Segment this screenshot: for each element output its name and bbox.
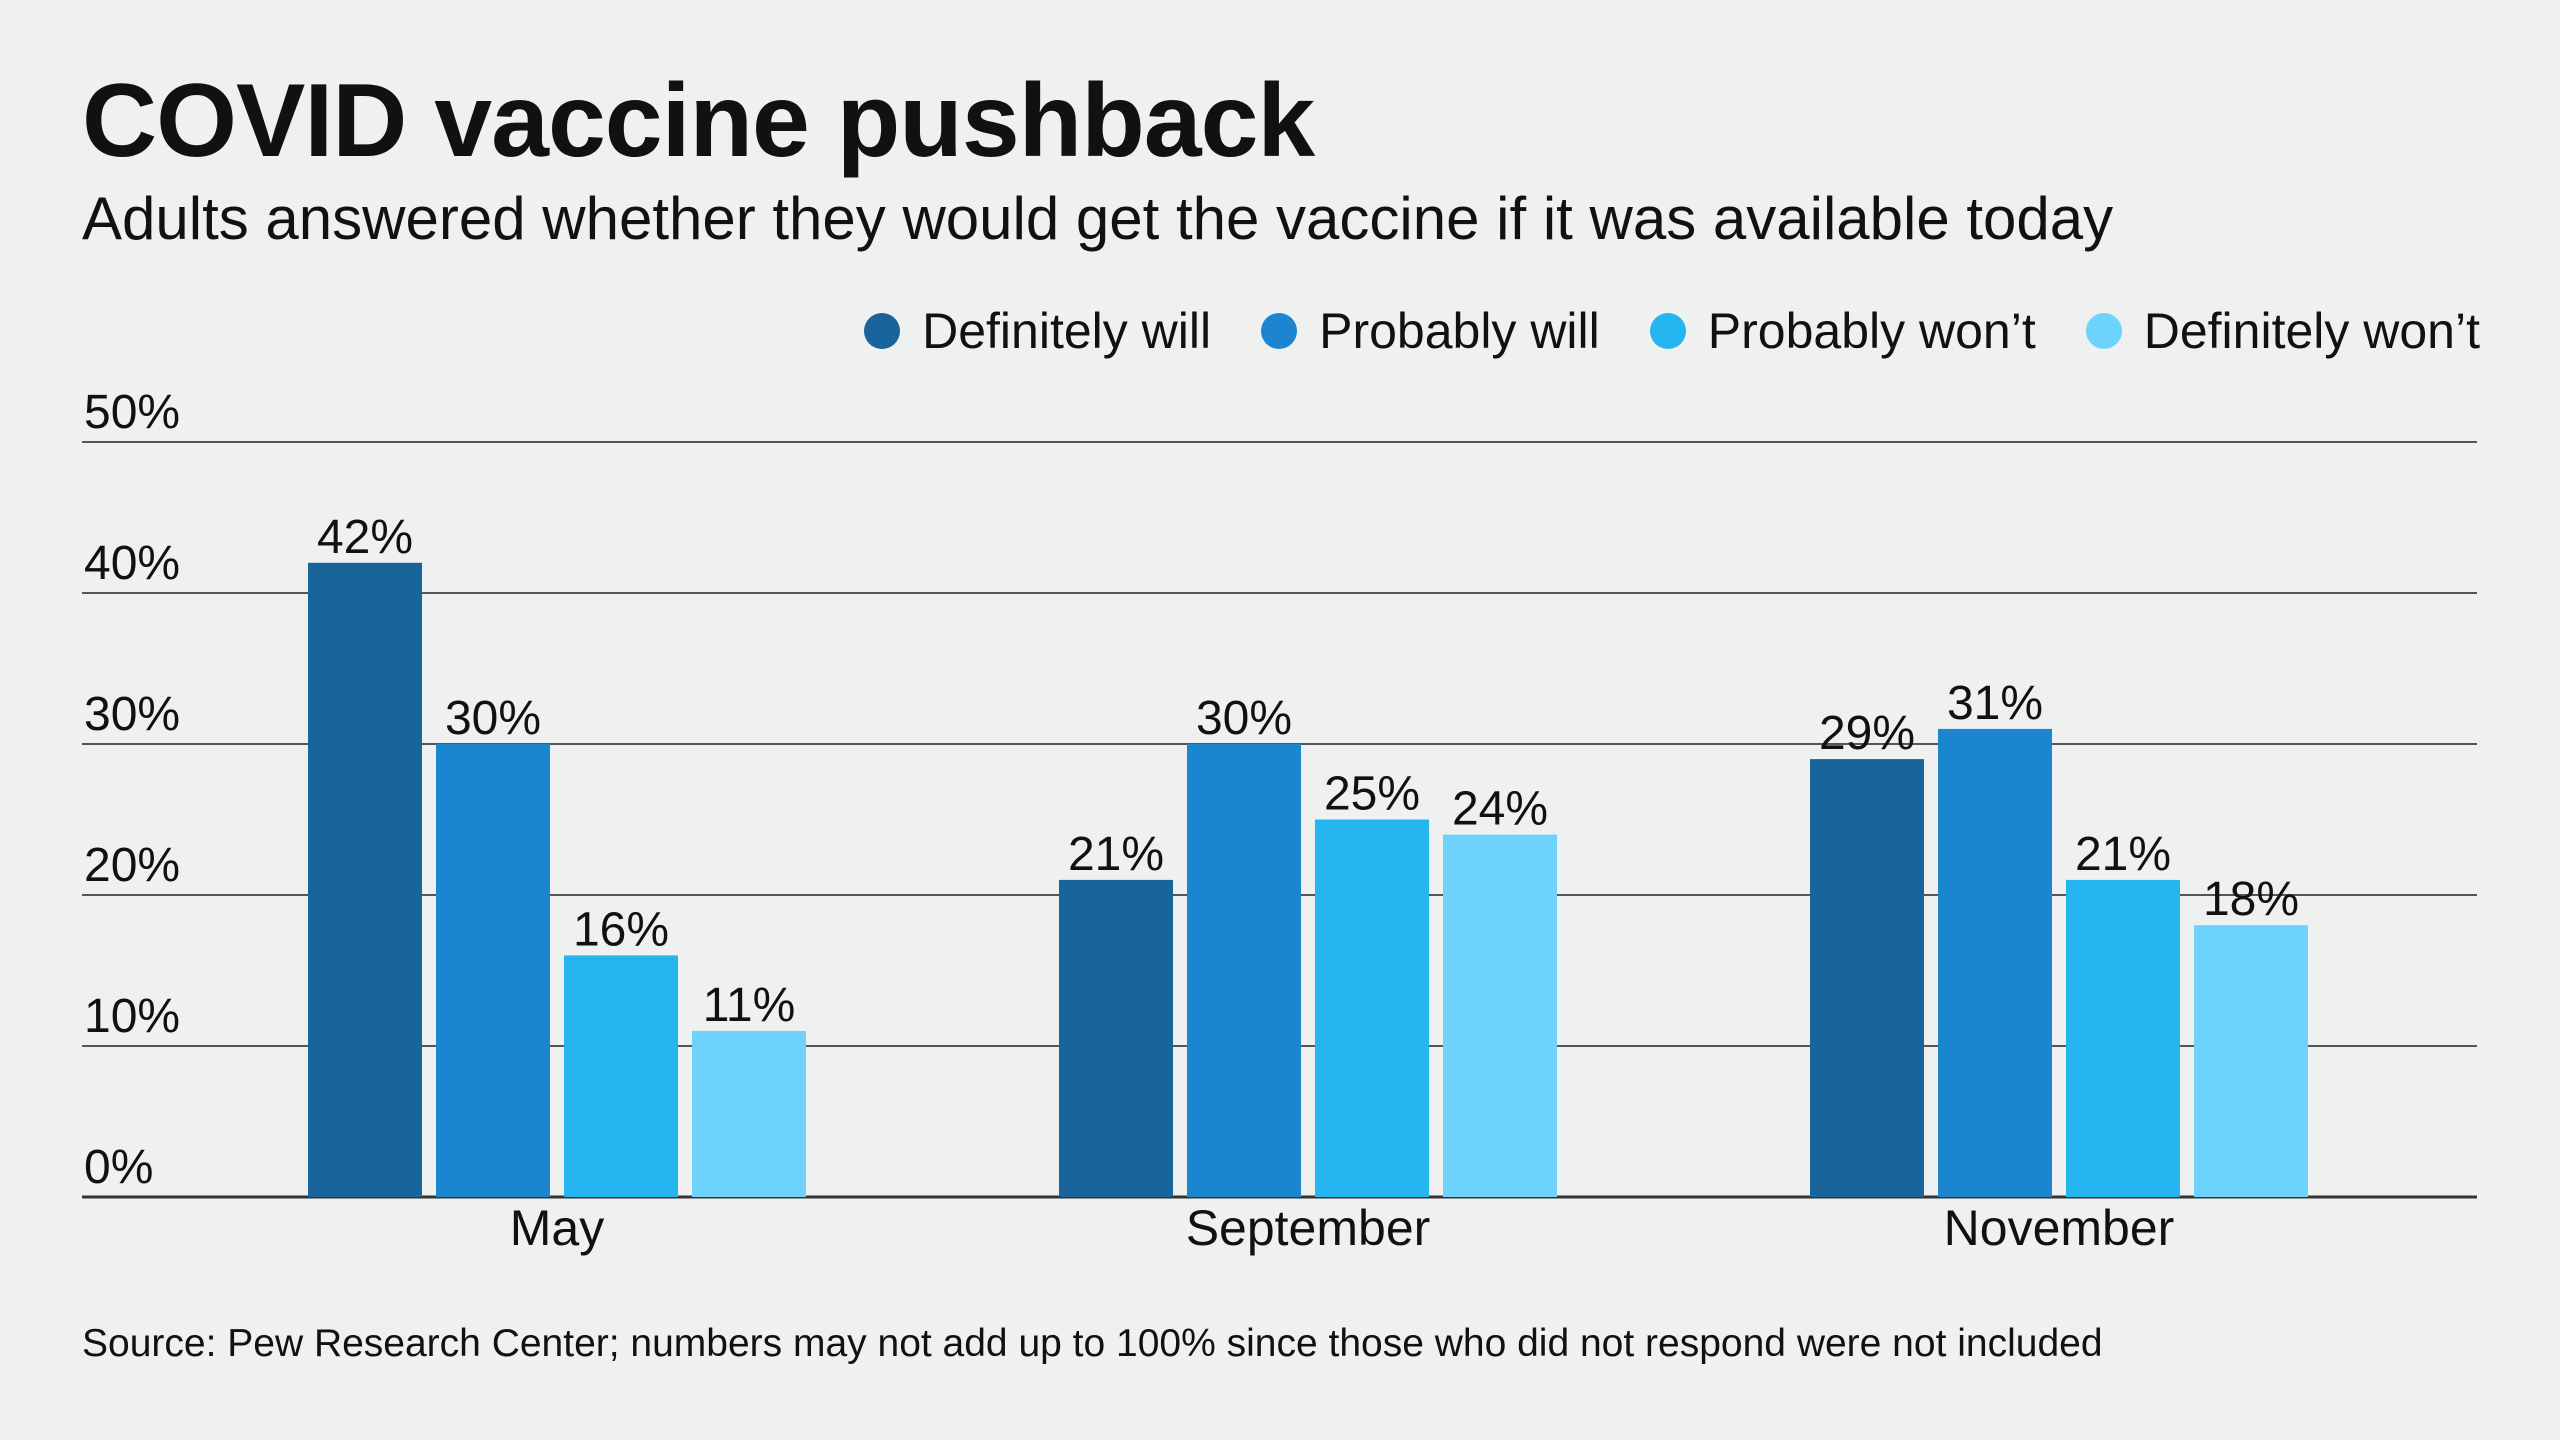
data-label: 24% [1452, 783, 1548, 836]
data-label: 42% [317, 511, 413, 564]
data-label: 31% [1947, 677, 2043, 730]
x-tick-label: September [1186, 1200, 1431, 1256]
source-note: Source: Pew Research Center; numbers may… [82, 1322, 2103, 1365]
chart-title: COVID vaccine pushback [82, 63, 1315, 179]
legend-label: Probably will [1319, 303, 1600, 359]
y-tick-label: 30% [84, 688, 180, 741]
bar [1938, 728, 2052, 1197]
bar [1059, 879, 1173, 1197]
legend-label: Definitely will [922, 303, 1212, 359]
data-label: 16% [573, 903, 669, 956]
bar [436, 744, 550, 1197]
data-label: 21% [1068, 828, 1164, 881]
legend-label: Probably won’t [1707, 303, 2036, 359]
bar [1187, 744, 1301, 1197]
legend-item-definitely-wont: Definitely won’t [2085, 302, 2480, 360]
chart-subtitle: Adults answered whether they would get t… [82, 185, 2114, 252]
data-label: 25% [1324, 768, 1420, 821]
legend-swatch [1261, 313, 1298, 349]
legend-swatch [1649, 313, 1686, 349]
y-tick-label: 40% [84, 537, 180, 590]
legend-item-probably-will: Probably will [1261, 302, 1600, 360]
y-tick-label: 20% [84, 839, 180, 892]
bar [564, 955, 678, 1197]
bar [1443, 834, 1557, 1197]
legend-item-definitely-will: Definitely will [864, 302, 1211, 360]
x-tick-label: November [1944, 1200, 2175, 1256]
bar [2066, 879, 2180, 1197]
data-label: 30% [445, 692, 541, 745]
bar [2194, 925, 2308, 1197]
x-tick-label: May [510, 1200, 604, 1256]
bar [308, 562, 422, 1197]
y-tick-label: 50% [84, 386, 180, 439]
legend-label: Definitely won’t [2143, 303, 2480, 359]
data-label: 30% [1196, 692, 1292, 745]
bar [692, 1030, 806, 1197]
bar [1810, 759, 1924, 1197]
y-tick-label: 10% [84, 990, 180, 1043]
legend-item-probably-wont: Probably won’t [1649, 302, 2036, 360]
y-tick-label: 0% [84, 1141, 153, 1194]
bar [1315, 819, 1429, 1197]
legend-swatch [2085, 313, 2122, 349]
legend-swatch [864, 313, 901, 349]
data-label: 18% [2203, 873, 2299, 926]
legend: Definitely will Probably will Probably w… [864, 302, 2480, 360]
data-label: 29% [1819, 707, 1915, 760]
data-label: 21% [2075, 828, 2171, 881]
data-label: 11% [703, 979, 796, 1032]
